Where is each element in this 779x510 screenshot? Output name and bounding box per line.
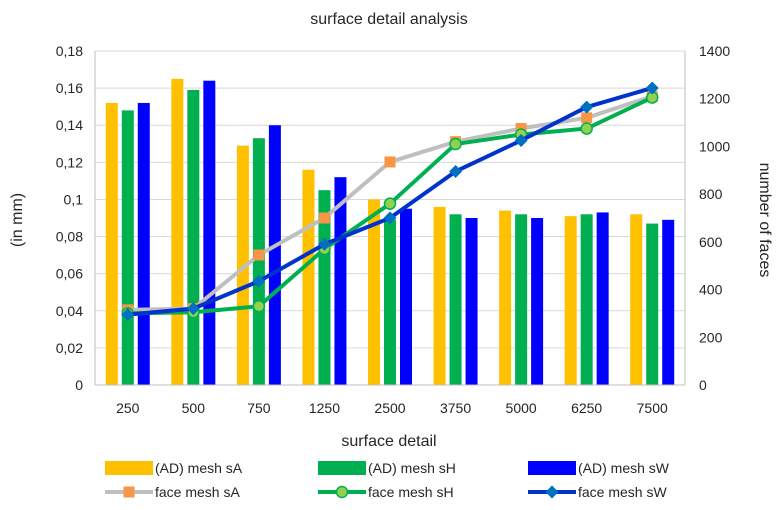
line-marker <box>580 122 593 135</box>
y-tick-label: 0,04 <box>56 303 83 319</box>
bar <box>252 138 265 385</box>
bar <box>121 110 134 385</box>
bar <box>630 214 643 385</box>
bar <box>531 218 544 385</box>
bar <box>368 199 380 385</box>
bar <box>646 223 659 385</box>
y2-tick-label: 400 <box>699 282 723 298</box>
bar <box>236 145 249 385</box>
x-tick-label: 7500 <box>637 400 668 416</box>
y2-tick-label: 600 <box>699 234 723 250</box>
y2-axis-title: number of faces <box>756 163 773 278</box>
bar <box>449 214 462 385</box>
x-tick-label: 1250 <box>309 400 340 416</box>
line-marker <box>580 100 594 114</box>
line-marker <box>335 485 349 499</box>
legend: (AD) mesh sA (AD) mesh sH (AD) mesh sW face… <box>105 460 670 500</box>
x-axis-title: surface detail <box>341 433 436 450</box>
line-marker <box>384 156 396 168</box>
axes: 0 0,02 0,04 0,06 0,08 0,1 0,12 0,14 0,16 0,18 0 200… <box>56 43 731 416</box>
legend-label: face mesh sA <box>155 484 240 500</box>
y-tick-label: 0,14 <box>56 117 83 133</box>
legend-label: (AD) mesh sW <box>578 460 670 476</box>
y2-tick-label: 200 <box>699 329 723 345</box>
x-tick-label: 6250 <box>571 400 602 416</box>
line-marker <box>186 302 200 316</box>
x-tick-label: 2500 <box>374 400 405 416</box>
bar-series-group <box>105 78 675 385</box>
x-tick-label: 750 <box>247 400 271 416</box>
legend-label: (AD) mesh sA <box>155 460 243 476</box>
y-tick-label: 0,02 <box>56 340 83 356</box>
line-marker <box>383 197 397 210</box>
y-tick-label: 0,06 <box>56 266 83 282</box>
bar <box>105 102 118 385</box>
y-axis-title: (in mm) <box>9 193 26 247</box>
bar <box>662 219 675 385</box>
legend-label: face mesh sH <box>368 484 454 500</box>
line-marker <box>123 486 135 498</box>
bar <box>465 218 478 385</box>
bar <box>384 219 396 385</box>
bar <box>318 190 331 385</box>
line-marker <box>449 164 463 178</box>
bar <box>499 210 512 385</box>
x-tick-label: 500 <box>182 400 206 416</box>
bar <box>580 214 593 385</box>
line-series-group <box>121 81 659 322</box>
line-marker <box>383 211 397 225</box>
line-marker <box>581 112 593 124</box>
y-tick-label: 0 <box>75 377 83 393</box>
legend-swatch <box>528 461 576 475</box>
bar <box>302 169 315 385</box>
line-marker <box>645 81 659 95</box>
y-tick-label: 0,18 <box>56 43 83 59</box>
x-tick-label: 5000 <box>506 400 537 416</box>
x-tick-label: 3750 <box>440 400 471 416</box>
y2-tick-label: 1000 <box>699 138 730 154</box>
line-marker <box>545 485 559 499</box>
line-marker <box>514 133 528 147</box>
y2-tick-label: 800 <box>699 186 723 202</box>
bar <box>203 80 216 385</box>
line-marker <box>252 274 266 288</box>
y-tick-label: 0,12 <box>56 154 83 170</box>
bar <box>400 208 412 385</box>
y-tick-label: 0,16 <box>56 80 83 96</box>
y-tick-label: 0,08 <box>56 229 83 245</box>
y-tick-label: 0,1 <box>64 191 84 207</box>
line-marker <box>318 212 330 224</box>
bar <box>137 102 150 385</box>
line-marker <box>253 249 265 261</box>
chart-title: surface detail analysis <box>310 11 467 28</box>
bar <box>596 212 609 385</box>
x-tick-label: 250 <box>116 400 140 416</box>
bar <box>268 125 281 385</box>
y2-tick-label: 1400 <box>699 43 730 59</box>
bar <box>187 89 200 385</box>
legend-label: (AD) mesh sH <box>368 460 456 476</box>
bar <box>433 206 446 385</box>
legend-swatch <box>318 461 366 475</box>
line-marker <box>317 237 331 251</box>
legend-label: face mesh sW <box>578 484 667 500</box>
legend-swatch <box>105 461 153 475</box>
y2-tick-label: 1200 <box>699 91 730 107</box>
bar <box>171 78 184 385</box>
line-marker <box>449 137 462 151</box>
line-marker <box>121 308 135 322</box>
bar <box>564 216 577 385</box>
y2-tick-label: 0 <box>699 377 707 393</box>
line-marker <box>252 300 266 313</box>
bar <box>334 177 347 385</box>
bar <box>515 214 528 385</box>
